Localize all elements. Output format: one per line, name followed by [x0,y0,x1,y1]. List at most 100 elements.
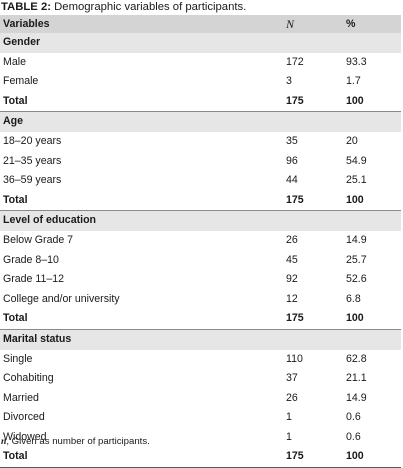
footnote-text: , Given as number of participants. [6,436,150,447]
row-percent: 0.6 [346,430,361,443]
section-title: Gender [0,33,283,53]
section-blank-cell [283,210,343,231]
table-row: Grade 11–12 92 52.6 [0,270,401,290]
row-count: 45 [286,253,298,266]
total-count: 175 [283,309,343,330]
section-header-row: Gender [0,33,401,53]
total-percent: 100 [343,447,401,468]
table-row: 21–35 years 96 54.9 [0,152,401,172]
total-row: Total 175 100 [0,309,401,330]
section-header-row: Age [0,111,401,132]
section-blank-cell [343,33,401,53]
total-count: 175 [283,447,343,468]
row-label: Single [3,352,33,365]
row-count: 37 [286,372,298,385]
table-row: Male 172 93.3 [0,53,401,73]
row-percent: 54.9 [346,154,367,167]
total-row: Total 175 100 [0,447,401,468]
footnote-symbol: n [1,436,7,447]
row-label: 36–59 years [3,174,62,187]
row-percent: 14.9 [346,233,367,246]
row-label: 18–20 years [3,134,62,147]
table-row: Married 26 14.9 [0,389,401,409]
table-row: Divorced 1 0.6 [0,408,401,428]
section-blank-cell [343,329,401,350]
row-count: 12 [286,292,298,305]
row-percent: 20 [346,134,358,147]
section-header-row: Level of education [0,210,401,231]
row-percent: 52.6 [346,273,367,286]
total-percent: 100 [343,309,401,330]
header-variables: Variables [0,15,283,33]
row-percent: 25.1 [346,174,367,187]
total-row: Total 175 100 [0,91,401,113]
row-count: 172 [286,55,304,68]
caption-text: Demographic variables of participants. [51,1,247,13]
row-percent: 25.7 [346,253,367,266]
row-percent: 21.1 [346,372,367,385]
demographics-table: Variables N % Gender Male 172 93.3 Female 3 1.… [0,15,401,468]
total-percent: 100 [343,190,401,212]
total-label: Total [0,447,283,468]
table-row: Widowed 1 0.6 [0,428,401,448]
row-percent: 6.8 [346,292,361,305]
section-title: Age [0,111,283,132]
table-row: Female 3 1.7 [0,72,401,92]
header-percent: % [343,15,401,33]
header-n: N [283,15,343,33]
row-count: 110 [286,352,303,365]
table-row: 36–59 years 44 25.1 [0,171,401,191]
row-percent: 1.7 [346,75,361,88]
row-label: Cohabiting [3,372,54,385]
row-label: Grade 8–10 [3,253,59,266]
table-body: Variables N % Gender Male 172 93.3 Female 3 1.… [0,15,401,468]
row-label: Grade 11–12 [3,273,65,286]
row-count: 1 [286,430,292,443]
row-count: 44 [286,174,298,187]
table-caption: TABLE 2: Demographic variables of partic… [1,0,246,15]
table-row: Below Grade 7 26 14.9 [0,231,401,251]
total-percent: 100 [343,91,401,113]
section-blank-cell [283,33,343,53]
table-row: Single 110 62.8 [0,350,401,370]
section-blank-cell [283,329,343,350]
row-percent: 93.3 [346,55,367,68]
row-percent: 0.6 [346,411,361,424]
table-row: 18–20 years 35 20 [0,132,401,152]
row-label: 21–35 years [3,154,62,167]
section-blank-cell [283,111,343,132]
table-footnote: n, Given as number of participants. [1,436,150,447]
row-label: Married [3,391,39,404]
row-count: 35 [286,134,298,147]
total-label: Total [0,309,283,330]
section-title: Level of education [0,210,283,231]
section-header-row: Marital status [0,329,401,350]
section-blank-cell [343,210,401,231]
row-label: College and/or university [3,292,120,305]
caption-label: TABLE 2: [1,1,51,13]
total-count: 175 [283,91,343,113]
row-count: 1 [286,411,292,424]
table-row: Cohabiting 37 21.1 [0,369,401,389]
total-row: Total 175 100 [0,190,401,212]
row-count: 26 [286,233,298,246]
section-title: Marital status [0,329,283,350]
total-label: Total [0,190,283,212]
row-count: 3 [286,75,292,88]
total-count: 175 [283,190,343,212]
row-label: Divorced [3,411,45,424]
section-blank-cell [343,111,401,132]
row-count: 26 [286,391,298,404]
row-count: 92 [286,273,298,286]
row-percent: 14.9 [346,391,367,404]
row-label: Female [3,75,39,88]
row-label: Below Grade 7 [3,233,74,246]
row-label: Male [3,55,26,68]
row-percent: 62.8 [346,352,367,365]
total-label: Total [0,91,283,113]
row-label: Widowed [3,430,47,443]
row-count: 96 [286,154,298,167]
table-row: College and/or university 12 6.8 [0,290,401,310]
table-row: Grade 8–10 45 25.7 [0,251,401,271]
